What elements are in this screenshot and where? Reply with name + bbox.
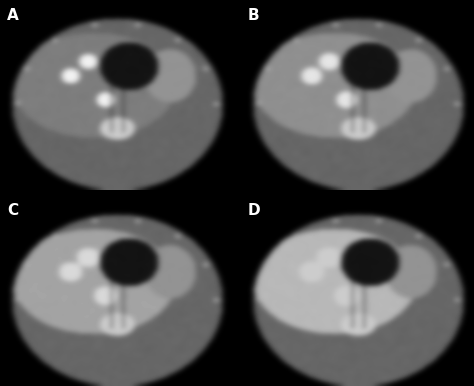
Text: D: D (247, 203, 260, 218)
Text: C: C (7, 203, 18, 218)
Text: A: A (7, 8, 19, 23)
Text: B: B (247, 8, 259, 23)
